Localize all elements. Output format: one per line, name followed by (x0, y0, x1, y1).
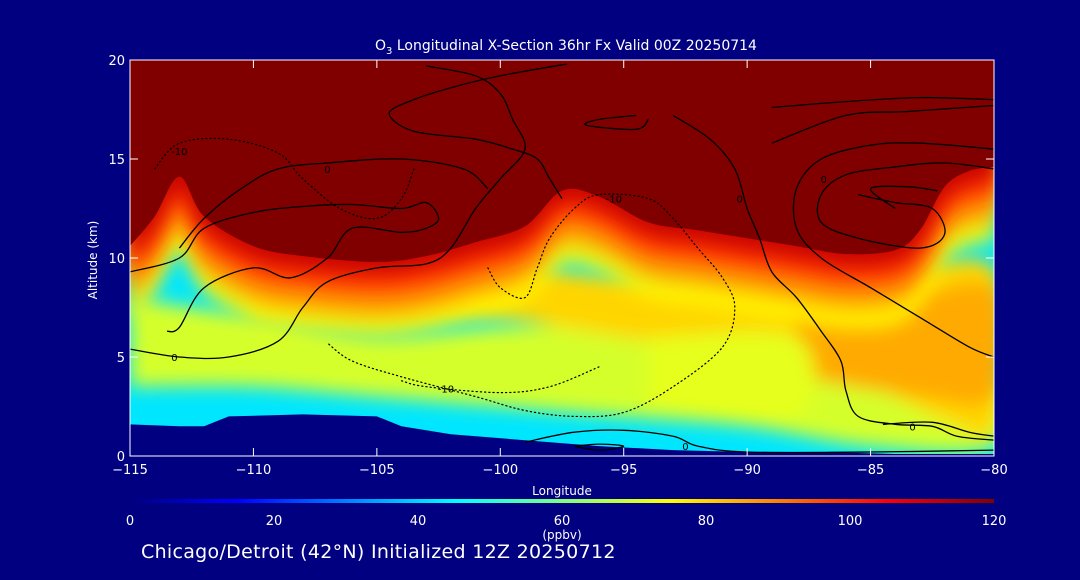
contour-line (792, 142, 994, 358)
y-axis-label: Altitude (km) (86, 221, 100, 300)
x-axis: −115 −110 −105 −100 −95 −90 −85 −80 (112, 60, 1008, 478)
y-tick-label: 5 (117, 351, 125, 366)
contour-line (326, 193, 736, 418)
contour-line (672, 114, 994, 441)
contour-line (178, 158, 489, 249)
terrain-shape (130, 414, 994, 456)
y-tick-label: 0 (117, 450, 125, 465)
contour-line (400, 366, 600, 394)
x-tick-label: −100 (482, 463, 518, 478)
contour-line (869, 185, 938, 210)
contour-line (584, 114, 649, 131)
colorbar-tick-label: 60 (554, 514, 571, 529)
contour-label: 0 (171, 353, 177, 364)
contour-line (388, 63, 568, 199)
x-tick-label: −80 (980, 463, 1007, 478)
colorbar-tick-label: 20 (266, 514, 283, 529)
colorbar-tick-label: 120 (982, 514, 1007, 529)
contour-label: 0 (820, 175, 826, 186)
contour-line (882, 421, 994, 437)
chart-title: O3 Longitudinal X-Section 36hr Fx Valid … (375, 38, 757, 57)
colorbar-tick-label: 40 (410, 514, 427, 529)
ozone-region (648, 331, 816, 420)
contour-label: 0 (682, 442, 688, 453)
contour-line (574, 443, 625, 451)
x-tick-label: −95 (610, 463, 637, 478)
contour-label: 0 (737, 195, 743, 206)
x-tick-label: −110 (236, 463, 272, 478)
colorbar-tick-label: 100 (838, 514, 863, 529)
y-axis: 0 5 10 15 20 (108, 54, 994, 465)
contour-label: -10 (171, 147, 187, 158)
contour-label: -10 (606, 195, 622, 206)
x-tick-label: −90 (733, 463, 760, 478)
colorbar-gradient (130, 499, 994, 503)
contour-label: 0 (324, 165, 330, 176)
y-tick-label: 15 (108, 153, 125, 168)
x-axis-label: Longitude (532, 484, 592, 498)
terrain-region (130, 414, 994, 456)
x-tick-label: −105 (359, 463, 395, 478)
plot-area: 0 0 0 0 0 0 -10 -10 -10 (129, 59, 995, 457)
contour-line (771, 96, 994, 109)
footer-caption: Chicago/Detroit (42°N) Initialized 12Z 2… (141, 541, 616, 563)
contour-line (816, 162, 994, 249)
y-tick-label: 20 (108, 54, 125, 69)
contour-lines: 0 0 0 0 0 0 -10 -10 -10 (130, 63, 994, 454)
colorbar-tick-label: 80 (698, 514, 715, 529)
colorbar-ticks: 0 20 40 60 80 100 120 (126, 514, 1007, 529)
x-tick-label: −115 (112, 463, 148, 478)
contour-line (771, 104, 994, 144)
contour-line (130, 201, 440, 333)
contour-label: -10 (438, 385, 454, 396)
contour-line (130, 65, 526, 360)
contour-label: 0 (909, 422, 915, 433)
colorbar-tick-label: 0 (126, 514, 134, 529)
y-tick-label: 10 (108, 252, 125, 267)
contour-line (154, 137, 415, 220)
x-tick-label: −85 (857, 463, 884, 478)
colorbar: 0 20 40 60 80 100 120 (ppbv) (126, 499, 1007, 542)
colorbar-units: (ppbv) (542, 528, 581, 542)
